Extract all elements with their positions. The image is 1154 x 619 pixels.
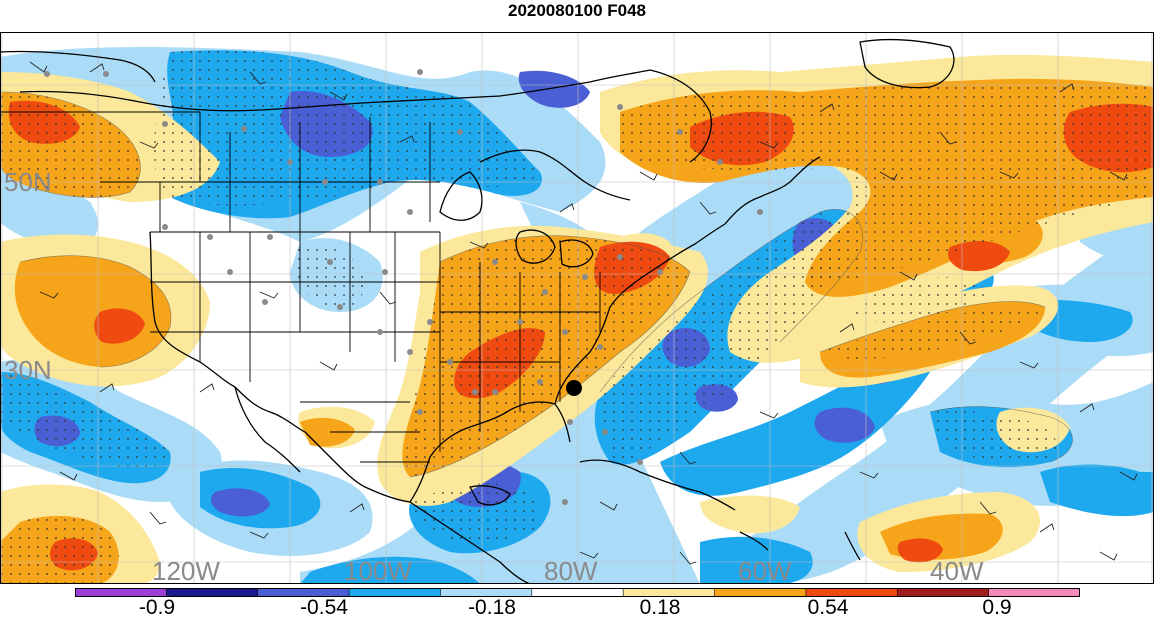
colorbar-swatch [166,588,259,597]
lon-label-40w: 40W [930,556,984,584]
lon-label-60w: 60W [738,556,792,584]
colorbar-swatch [440,588,533,597]
station-dots [44,69,763,505]
wind-barbs [29,61,1138,565]
colorbar-tick-label: 0.18 [639,596,681,619]
colorbar-tick-label: 0.9 [982,596,1012,619]
anomaly-map: 50N 30N 120W 100W 80W 60W 40W [0,32,1154,584]
colorbar-tick-label: -0.54 [300,596,348,619]
lon-label-80w: 80W [544,556,598,584]
colorbar-frame [75,588,1080,597]
colorbar-swatch [897,588,990,597]
colorbar-labels: -0.9 -0.54 -0.18 0.18 0.54 0.9 [0,597,1154,619]
colorbar-tick-label: -0.9 [138,596,176,619]
colorbar-swatch [623,588,716,597]
colorbar-tick-label: -0.18 [468,596,516,619]
colorbar-swatch [257,588,350,597]
colorbar-swatch [531,588,624,597]
lat-lon-grid [0,32,1154,584]
lat-label-50n: 50N [4,167,52,197]
colorbar-swatch [805,588,898,597]
colorbar-swatch [349,588,441,597]
colorbar-swatch [714,588,807,597]
political-borders [0,111,601,463]
coastlines [0,38,955,584]
colorbar-swatches [75,588,1080,597]
contour-lines [0,91,1073,478]
location-marker [566,380,582,396]
colorbar [75,588,1080,597]
lon-label-100w: 100W [344,556,412,584]
lon-label-120w: 120W [152,556,220,584]
lat-label-30n: 30N [4,355,52,385]
map-title: 2020080100 F048 [507,1,647,20]
colorbar-swatch [988,588,1080,597]
colorbar-tick-label: 0.54 [807,596,849,619]
colorbar-swatch [75,588,167,597]
